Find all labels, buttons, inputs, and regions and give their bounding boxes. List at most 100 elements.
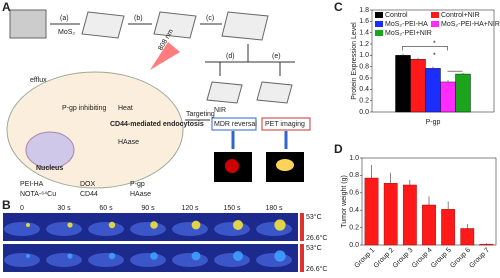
mouse [172,253,208,267]
y-tick-label: 0.8 [359,64,369,71]
hotspot [67,253,73,259]
mos2-bulk [9,9,47,39]
hotspot [150,252,158,260]
legend-label: MoS₂-PEI-HA [385,21,428,28]
time-label: 60 s [99,205,113,212]
y-tick-label: 1.2 [359,41,369,48]
time-label: 90 s [141,205,155,212]
significance-bracket [402,46,463,72]
panel-label: C [334,0,343,14]
y-tick-label: 0.0 [359,109,369,116]
scheme-label: P-gp inhibiting [62,105,106,112]
mouse [130,253,166,267]
scheme-label: efflux [30,77,47,84]
laser-beam [150,42,180,70]
legend-label: Control+NIR [441,12,480,19]
bar [441,209,456,246]
mouse [4,253,40,267]
mouse [256,253,292,267]
hotspot [233,220,243,230]
y-tick-label: 0.4 [349,207,359,214]
y-axis-label: Protein Expression Level [351,22,358,100]
bar [479,243,494,246]
legend-swatch [431,12,439,18]
mouse [88,222,124,236]
y-tick-label: 1.0 [359,52,369,59]
x-tick-label: Group 7 [468,247,491,270]
hotspot [274,219,286,231]
mouse [214,222,250,236]
y-tick-label: 0.8 [349,172,359,179]
bar [425,68,441,113]
final-sheets [206,81,293,104]
y-tick-label: 0.6 [349,190,359,197]
bar [455,73,471,113]
scheme-legend: NOTA-⁶⁴Cu [20,191,56,198]
bar [460,228,475,246]
hotspot [191,251,201,261]
mouse [130,222,166,236]
scale-min: 26.6°C [306,234,327,242]
scheme-label: Heat [118,105,133,112]
cell [6,71,184,189]
mouse [214,253,250,267]
scheme-legend: DOX [80,181,96,188]
legend-swatch [375,12,383,18]
y-tick-label: 0.4 [359,86,369,93]
bar [422,204,436,246]
y-tick-label: 1.8 [359,7,369,14]
mouse [88,253,124,267]
time-label: 0 [20,205,24,212]
scheme-label: PET imaging [265,121,305,128]
scheme-label: NIR [214,107,226,114]
scheme-label: CD44-mediated endocytosis [110,121,204,128]
step-label: (a) [60,15,69,22]
hotspot [26,223,30,227]
scheme-label: MDR reversal [214,121,257,128]
y-tick-label: 0.2 [359,98,369,105]
y-tick-label: 1.4 [359,30,369,37]
mdr-box [211,117,257,131]
nucleus [25,131,75,169]
hotspot [108,221,116,229]
hotspot [274,250,286,262]
legend-label: MoS₂-PEI-HA+NIR [441,21,500,28]
step-label: (e) [272,53,281,60]
y-tick-label: 1.6 [359,18,369,25]
mos2-sheet [81,11,125,39]
hotspot [67,222,73,228]
colorbar [300,244,304,272]
time-label: 30 s [57,205,71,212]
scale-max: 53°C [306,213,322,221]
step-label: (c) [206,15,214,22]
pet-signal [276,159,294,171]
hotspot [26,254,30,258]
step-label: (b) [134,15,143,22]
sheet-dox [221,11,269,41]
scheme-legend: P-gp [130,181,145,188]
thermal-images [3,213,304,272]
mouse [256,222,292,236]
legend-label: MoS₂-PEI+NIR [385,30,432,37]
legend-swatch [375,21,383,27]
time-label: 150 s [223,205,241,212]
step-label: (d) [226,53,235,60]
hotspot [233,251,243,261]
bar [410,59,426,113]
scheme-label: Nucleus [36,165,63,172]
mouse [46,253,82,267]
scheme [6,9,311,189]
legend-swatch [431,21,439,27]
scheme-legend: CD44 [80,191,98,198]
pet-box [261,117,311,131]
y-tick-label: 0.2 [349,224,359,231]
hotspot [108,252,116,260]
bar [364,177,379,246]
bar [383,183,398,246]
panel-label: D [334,142,343,156]
time-label: 120 s [181,205,199,212]
y-tick-label: 0.6 [359,75,369,82]
scheme-label: Targeting [186,111,215,118]
scale-max: 53°C [306,244,322,252]
